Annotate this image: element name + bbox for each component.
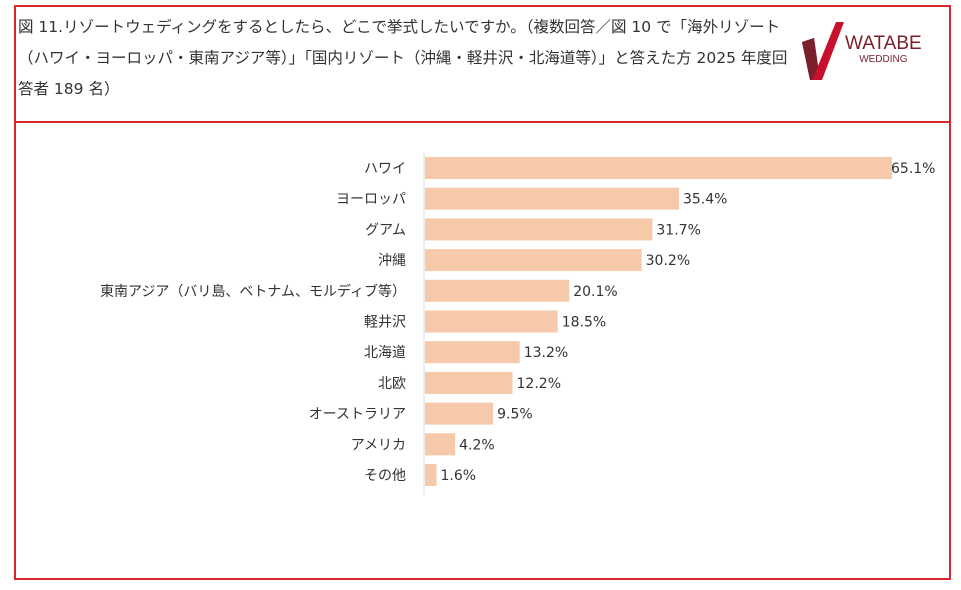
bar-chart: ハワイ 65.1% ヨーロッパ 35.4% グアム 31.7% 沖縄 30.2% 東南アジア（バ… bbox=[100, 153, 935, 495]
value-label: 4.2% bbox=[459, 437, 495, 453]
value-label: 35.4% bbox=[683, 192, 727, 208]
category-label: 沖縄 bbox=[378, 253, 406, 269]
category-label: 北欧 bbox=[378, 376, 406, 392]
value-label: 20.1% bbox=[573, 284, 617, 300]
category-label: ヨーロッパ bbox=[336, 192, 406, 208]
bar bbox=[425, 433, 456, 456]
value-label: 1.6% bbox=[440, 468, 476, 484]
bar bbox=[425, 218, 653, 241]
category-label: オーストラリア bbox=[309, 407, 406, 423]
category-label: 北海道 bbox=[364, 345, 406, 361]
chart-title: 図 11.リゾートウェディングをするとしたら、どこで挙式したいですか。（複数回答… bbox=[18, 18, 788, 98]
bar bbox=[425, 157, 892, 179]
checkmark-logo-icon bbox=[802, 22, 844, 80]
category-label: グアム bbox=[365, 222, 406, 238]
bar bbox=[425, 279, 570, 302]
bar bbox=[425, 341, 520, 364]
category-label: ハワイ bbox=[364, 161, 406, 177]
bar bbox=[425, 464, 437, 486]
bar bbox=[425, 249, 642, 272]
value-label: 12.2% bbox=[517, 376, 561, 392]
value-label: 31.7% bbox=[656, 222, 700, 238]
watabe-wedding-logo: WATABE WEDDING bbox=[800, 20, 930, 90]
value-label: 30.2% bbox=[646, 253, 690, 269]
chart-header bbox=[14, 5, 951, 123]
logo-text-line1: WATABE bbox=[845, 33, 922, 54]
category-label: その他 bbox=[364, 468, 406, 484]
logo-text-line2: WEDDING bbox=[859, 54, 908, 65]
value-label: 13.2% bbox=[524, 345, 568, 361]
category-label: アメリカ bbox=[351, 437, 406, 453]
category-label: 東南アジア（バリ島、ベトナム、モルディブ等） bbox=[100, 283, 406, 300]
value-label: 65.1% bbox=[891, 161, 935, 177]
bar bbox=[425, 310, 558, 333]
bar bbox=[425, 402, 494, 425]
bar bbox=[425, 371, 513, 394]
category-label: 軽井沢 bbox=[364, 315, 406, 331]
value-label: 9.5% bbox=[497, 407, 533, 423]
bar bbox=[425, 187, 679, 210]
value-label: 18.5% bbox=[562, 315, 606, 331]
